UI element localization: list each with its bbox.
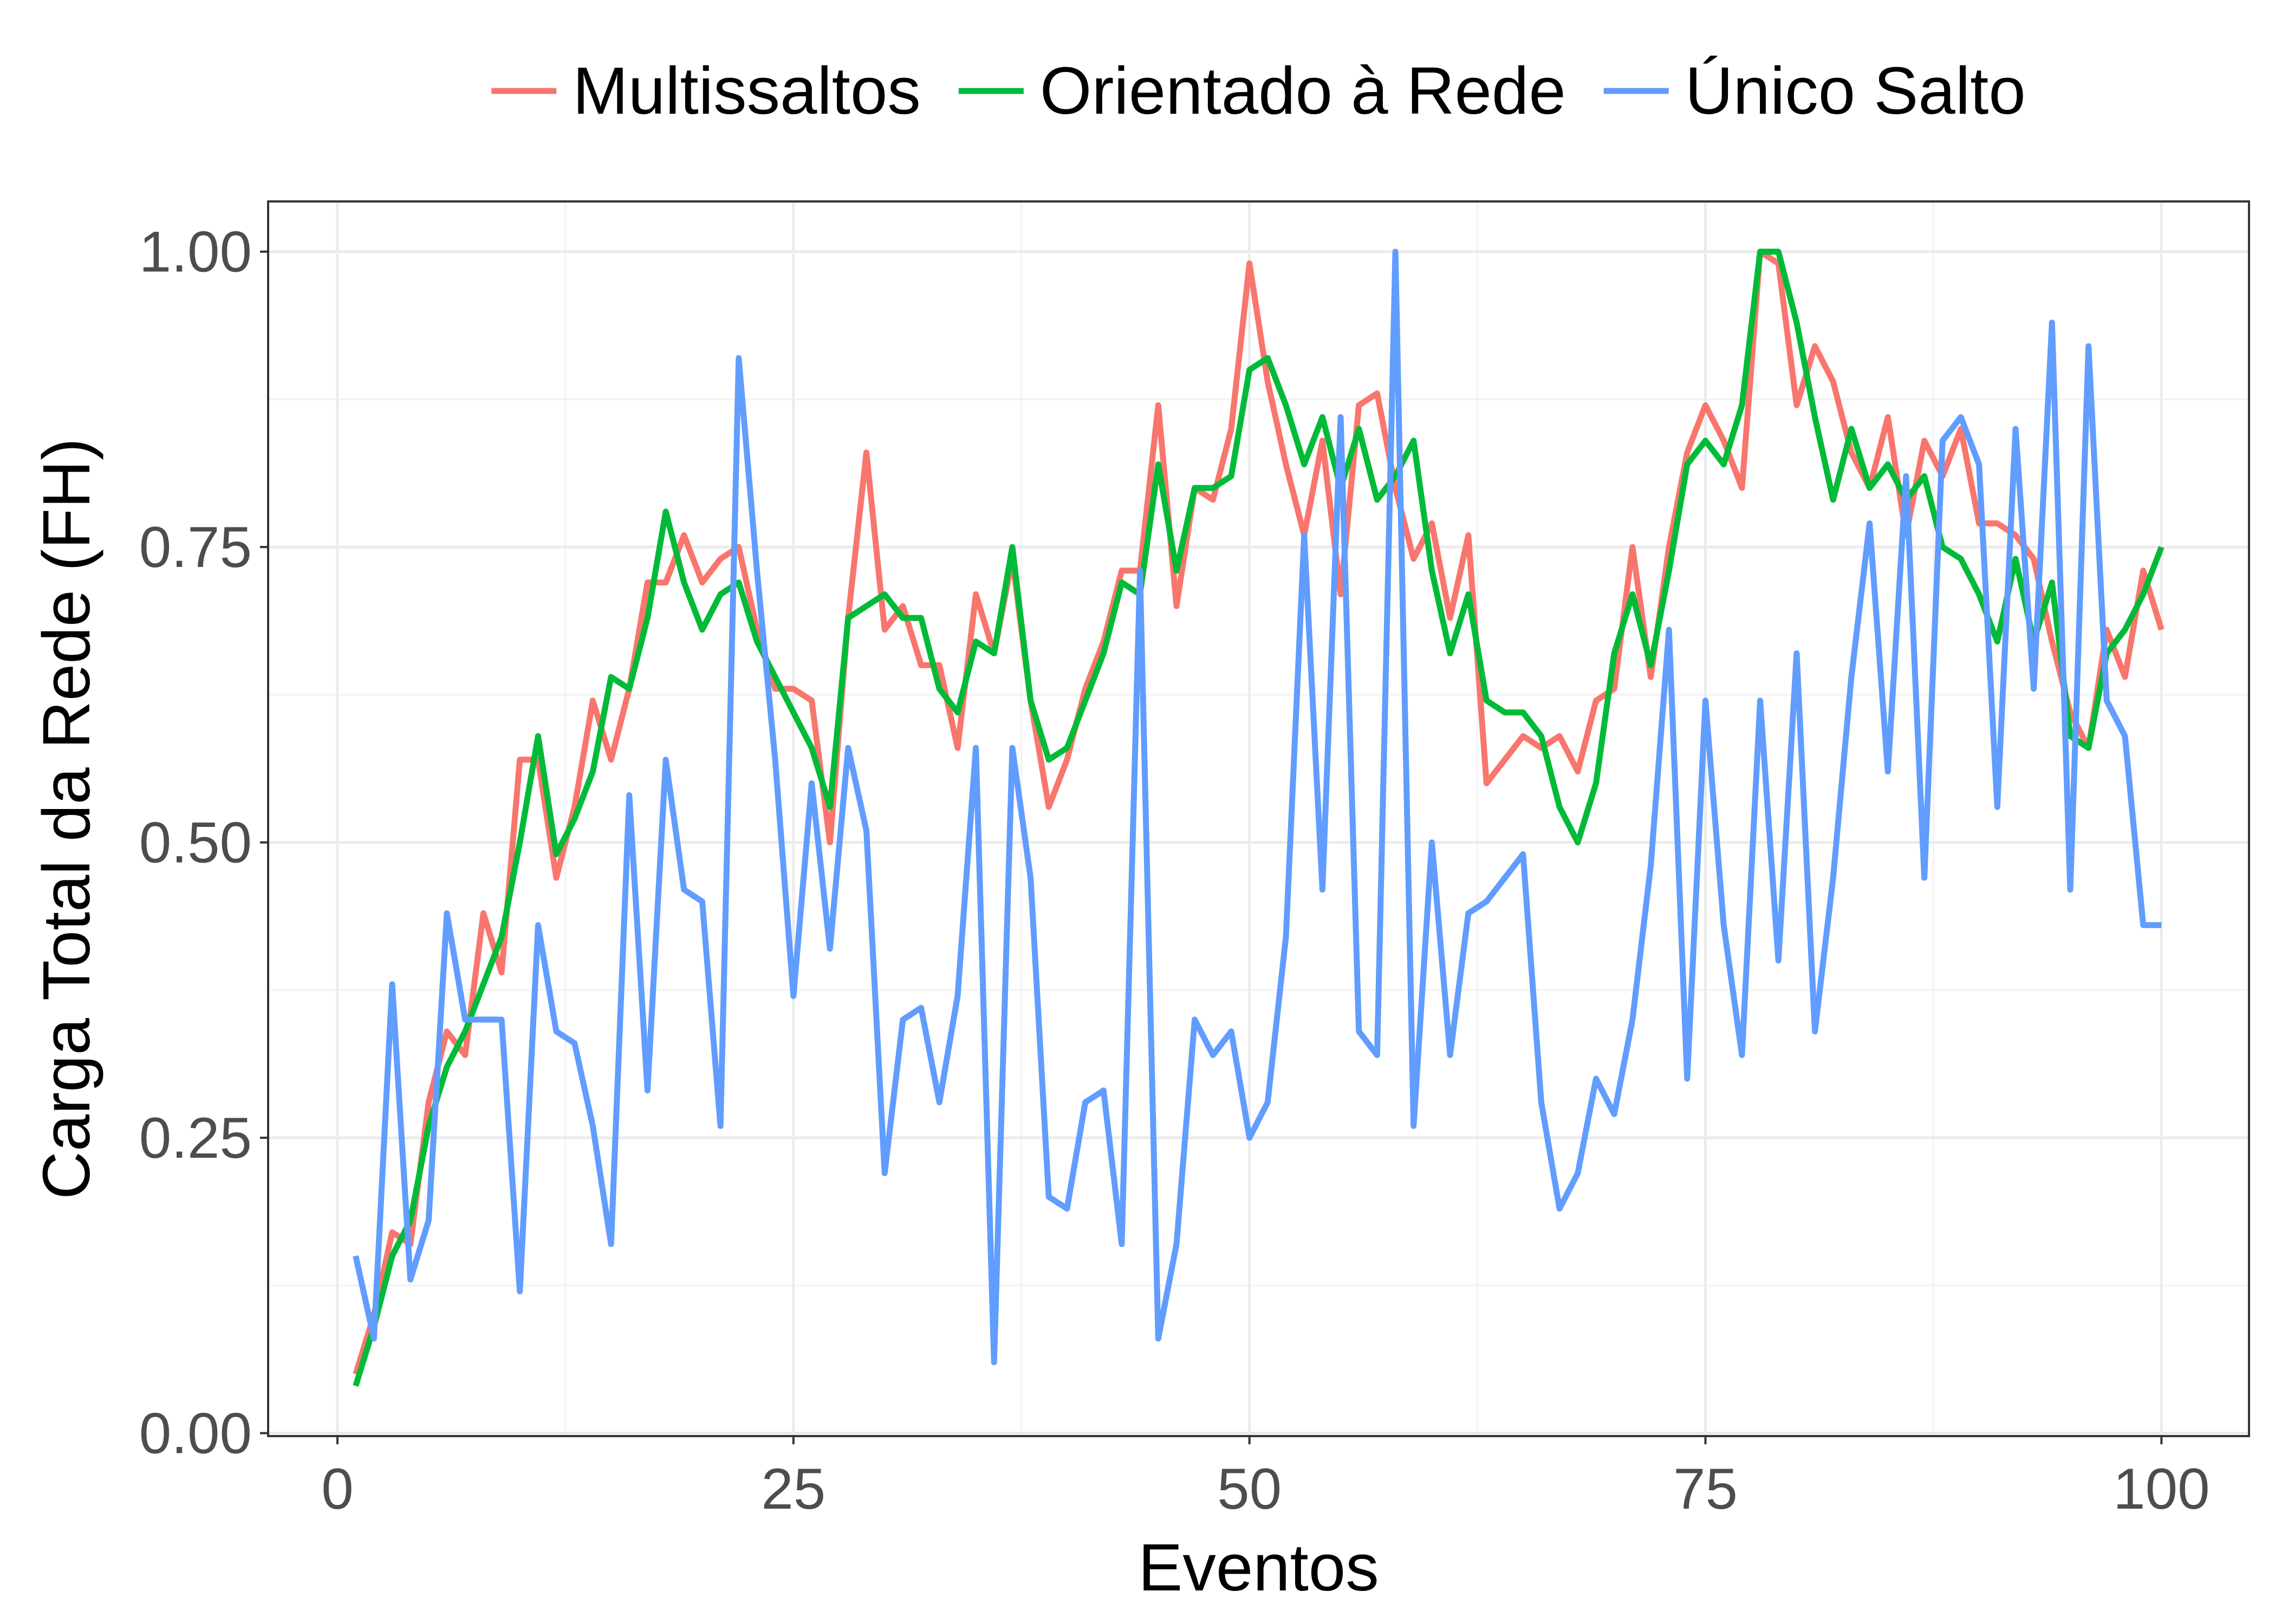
y-axis-title: Carga Total da Rede (FH) (30, 438, 104, 1199)
series-lines (353, 249, 2164, 1387)
y-tick-label: 0.75 (139, 514, 252, 579)
y-axis-ticks: 0.00 0.25 0.50 0.75 1.00 (139, 219, 268, 1466)
y-tick-label: 0.00 (139, 1401, 252, 1466)
legend-label: Orientado à Rede (1040, 54, 1566, 128)
series-line-2 (353, 249, 2164, 1387)
legend: Multissaltos Orientado à Rede Único Salto (491, 54, 2026, 128)
x-tick-label: 0 (321, 1456, 354, 1521)
x-axis-ticks: 0 25 50 75 100 (321, 1436, 2210, 1521)
y-tick-label: 1.00 (139, 219, 252, 284)
major-gridlines (268, 201, 2249, 1436)
x-tick-label: 50 (1217, 1456, 1282, 1521)
x-axis-title: Eventos (1138, 1531, 1379, 1605)
y-tick-label: 0.25 (139, 1105, 252, 1170)
y-tick-label: 0.50 (139, 810, 252, 875)
x-tick-label: 100 (2113, 1456, 2210, 1521)
legend-label: Único Salto (1685, 54, 2026, 128)
series-line-3 (353, 249, 2162, 1366)
x-tick-label: 75 (1673, 1456, 1738, 1521)
plot-panel-border (267, 200, 2250, 1437)
minor-gridlines (268, 201, 2249, 1436)
legend-label: Multissaltos (573, 54, 921, 128)
series-line-1 (353, 249, 2164, 1375)
x-tick-label: 25 (761, 1456, 826, 1521)
